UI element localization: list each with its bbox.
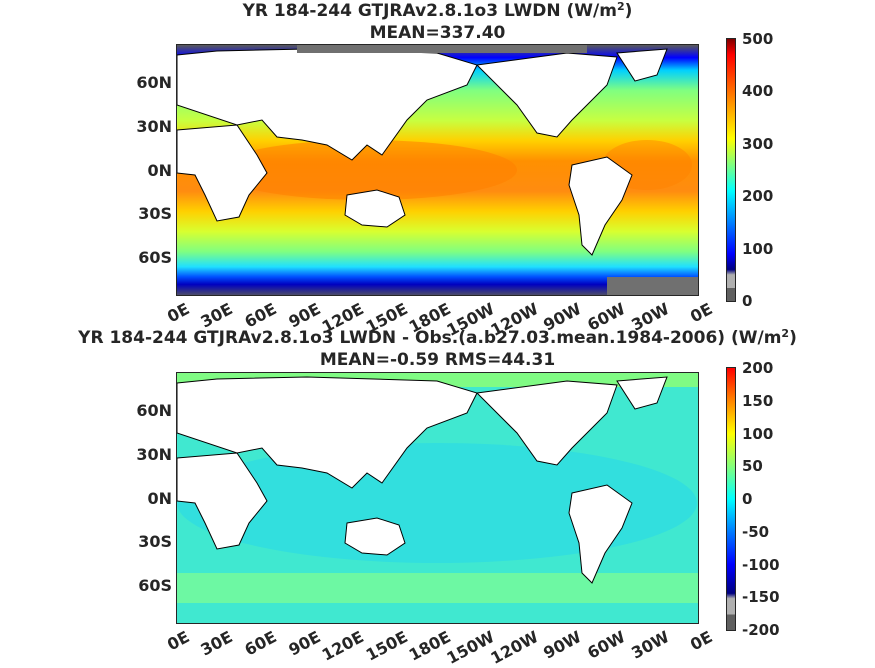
panel2-lat-30n: 30N [136, 445, 172, 464]
panel2-australia [344, 517, 406, 556]
panel2-map [176, 372, 699, 624]
panel1-lon-tick-label: 90E [284, 299, 324, 332]
panel1-map [176, 44, 699, 296]
panel1-lon-tick-label: 60E [241, 299, 280, 332]
panel2-lat-30s: 30S [138, 532, 172, 551]
panel2-lon-tick-label: 90W [540, 627, 585, 663]
panel2-colorbar-tick-label: 150 [742, 391, 774, 410]
panel1-colorbar-tick-label: 100 [742, 239, 774, 258]
panel2-lon-tick-label: 90E [284, 627, 324, 660]
panel1-colorbar-tick-label: 300 [742, 134, 774, 153]
panel1-arctic-missing [297, 45, 587, 53]
panel1-lon-tick-label: 0E [687, 299, 716, 327]
panel2-north-america [475, 380, 618, 466]
panel1-lat-30n: 30N [136, 117, 172, 136]
panel2-title-close: ) [789, 328, 797, 348]
panel2-lat-60s: 60S [138, 576, 172, 595]
panel1-land [177, 48, 668, 256]
panel1-lat-0n: 0N [147, 161, 172, 180]
panel2-lat-60n: 60N [136, 401, 172, 420]
panel1-colorbar-tick-label: 0 [742, 292, 753, 310]
panel2-colorbar-tick-label: 0 [742, 490, 753, 508]
panel1-south-america [568, 156, 633, 256]
panel1-warm-pool [217, 140, 517, 200]
panel2-colorbar-tick-label: -50 [742, 522, 770, 541]
panel2-lon-tick-label: 60E [241, 627, 280, 660]
panel2-lon-tick-label: 120E [318, 627, 367, 665]
panel1-lon-tick-label: 30E [197, 299, 237, 332]
panel2-africa [177, 452, 268, 550]
panel2-title-sup: 2 [781, 327, 790, 340]
panel2-southern-band [177, 573, 698, 603]
panel2-tropical-band [177, 443, 697, 563]
panel1-title-sup: 2 [616, 0, 625, 13]
panel1-mean: MEAN=337.40 [369, 23, 506, 43]
panel2-colorbar-tick-label: -200 [742, 621, 780, 639]
panel2-colorbar-tick-label: -100 [742, 555, 780, 574]
panel2-south-america [568, 484, 633, 584]
panel1-title-line1: YR 184-244 GTJRAv2.8.1o3 LWDN (W/m [242, 1, 617, 21]
panel2-colorbar-tick-label: -150 [742, 588, 780, 607]
panel2-land [177, 376, 668, 584]
panel1-antarctic-missing [607, 277, 698, 295]
panel2-stats: MEAN=-0.59 RMS=44.31 [319, 350, 556, 370]
panel2-colorbar-tick-label: 50 [742, 457, 763, 476]
panel1-africa [177, 124, 268, 222]
panel2-map-svg [177, 373, 698, 623]
panel1-lon-tick-label: 0E [164, 299, 193, 327]
panel1-map-svg [177, 45, 698, 295]
panel2-title-line1: YR 184-244 GTJRAv2.8.1o3 LWDN - Obs.(a.b… [78, 328, 782, 348]
panel2-lon-tick-label: 150W [443, 627, 498, 668]
panel2-lon-tick-label: 60W [584, 627, 629, 663]
panel1-lat-60s: 60S [138, 248, 172, 267]
panel1-colorbar-tick-label: 200 [742, 187, 774, 206]
panel2-greenland [616, 376, 668, 410]
panel1-north-america [475, 52, 618, 138]
panel1-australia [344, 189, 406, 228]
panel2-lon-tick-label: 30E [197, 627, 237, 660]
panel2-lon-tick-label: 0E [164, 627, 193, 655]
panel1-lat-60n: 60N [136, 73, 172, 92]
panel1-lat-30s: 30S [138, 204, 172, 223]
panel2-colorbar [726, 367, 736, 631]
panel1-greenland [616, 48, 668, 82]
panel2-colorbar-tick-label: 100 [742, 424, 774, 443]
panel1-colorbar-tick-label: 400 [742, 82, 774, 101]
panel1-title-close: ) [624, 1, 633, 21]
panel2-colorbar-tick-label: 200 [742, 359, 774, 377]
panel2-lon-tick-label: 180E [405, 627, 454, 665]
panel1-colorbar-tick-label: 500 [742, 30, 774, 48]
panel2-eurasia [177, 376, 478, 489]
panel2-lon-tick-label: 120W [487, 627, 542, 668]
panel1-colorbar [726, 38, 736, 302]
panel2-lon-tick-label: 150E [362, 627, 411, 665]
panel1-title: YR 184-244 GTJRAv2.8.1o3 LWDN (W/m2) [0, 1, 875, 22]
panel2-lon-tick-label: 0E [687, 627, 716, 655]
panel2-lat-0n: 0N [147, 489, 172, 508]
panel2-lon-tick-label: 30W [627, 627, 672, 663]
panel2-title: YR 184-244 GTJRAv2.8.1o3 LWDN - Obs.(a.b… [0, 328, 875, 349]
